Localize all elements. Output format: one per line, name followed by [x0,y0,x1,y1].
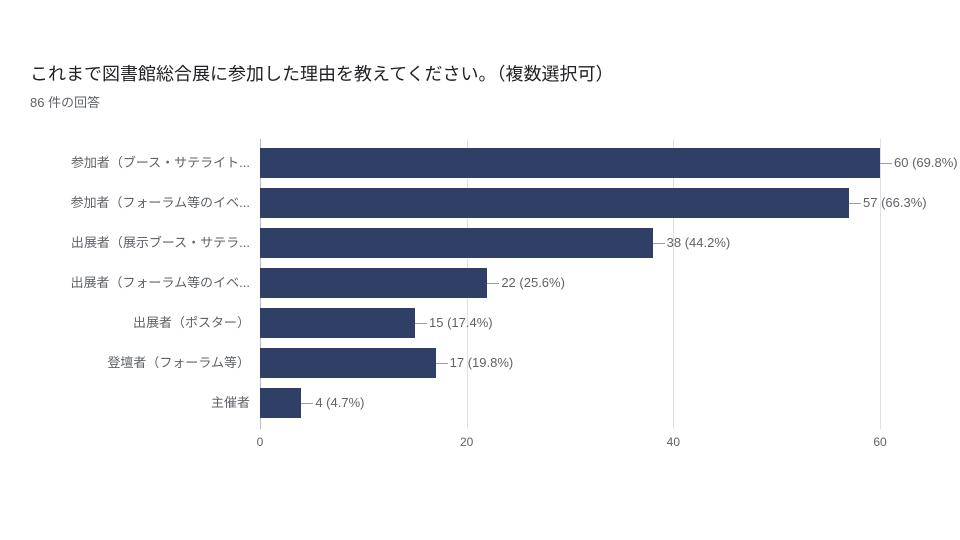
bar-row: 主催者 4 (4.7%) [30,383,930,423]
category-label: 出展者（ポスター） [30,303,250,343]
bar [260,188,849,218]
value-label: 60 (69.8%) [894,143,958,183]
value-tick [301,403,313,404]
x-axis-tick-label: 40 [667,435,680,449]
bar [260,268,487,298]
value-label: 22 (25.6%) [501,263,565,303]
value-label: 38 (44.2%) [667,223,731,263]
category-label: 出展者（展示ブース・サテラ... [30,223,250,263]
bar [260,308,415,338]
x-axis-tick-label: 0 [257,435,264,449]
category-label: 出展者（フォーラム等のイベ... [30,263,250,303]
x-axis-tick-label: 60 [873,435,886,449]
bar [260,388,301,418]
value-tick [436,363,448,364]
bar [260,228,653,258]
chart-subtitle: 86 件の回答 [30,92,930,111]
value-label: 57 (66.3%) [863,183,927,223]
bar [260,148,880,178]
value-tick [415,323,427,324]
chart-title: これまで図書館総合展に参加した理由を教えてください。（複数選択可） [30,60,930,86]
value-label: 15 (17.4%) [429,303,493,343]
chart-container: これまで図書館総合展に参加した理由を教えてください。（複数選択可） 86 件の回… [0,0,960,509]
category-label: 登壇者（フォーラム等） [30,343,250,383]
bar-row: 参加者（ブース・サテライト...60 (69.8%) [30,143,930,183]
category-label: 主催者 [30,383,250,423]
value-tick [653,243,665,244]
bar-row: 出展者（フォーラム等のイベ... 22 (25.6%) [30,263,930,303]
bar-row: 出展者（展示ブース・サテラ... 38 (44.2%) [30,223,930,263]
value-tick [880,163,892,164]
category-label: 参加者（フォーラム等のイベ... [30,183,250,223]
value-label: 17 (19.8%) [450,343,514,383]
bar [260,348,436,378]
value-label: 4 (4.7%) [315,383,364,423]
bar-row: 参加者（フォーラム等のイベ... 57 (66.3%) [30,183,930,223]
category-label: 参加者（ブース・サテライト... [30,143,250,183]
bar-row: 登壇者（フォーラム等） 17 (19.8%) [30,343,930,383]
bar-row: 出展者（ポスター） 15 (17.4%) [30,303,930,343]
chart-area: 0 20 40 60 参加者（ブース・サテライト...60 (69.8%)参加者（フォー… [30,139,930,479]
x-axis-tick-label: 20 [460,435,473,449]
value-tick [849,203,861,204]
value-tick [487,283,499,284]
